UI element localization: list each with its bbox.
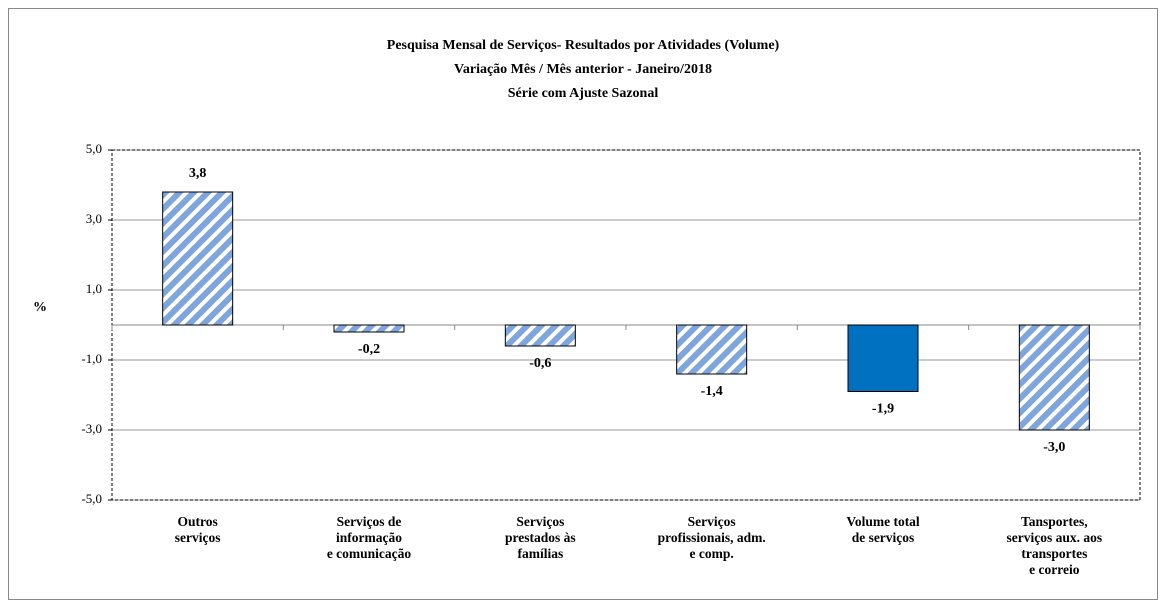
data-label: 3,8 xyxy=(189,166,207,181)
data-label: -0,6 xyxy=(529,356,551,371)
data-label: -1,4 xyxy=(701,384,723,399)
chart-title: Variação Mês / Mês anterior - Janeiro/20… xyxy=(454,62,712,77)
y-tick-label: -3,0 xyxy=(81,421,102,436)
data-label: -0,2 xyxy=(358,342,380,357)
data-label: -1,9 xyxy=(872,402,894,417)
bar xyxy=(676,324,748,375)
chart-title: Série com Ajuste Sazonal xyxy=(508,86,659,101)
bar xyxy=(847,324,919,392)
bar xyxy=(504,324,576,347)
x-tick-label: Volume total de serviços xyxy=(846,514,920,545)
bar xyxy=(1018,324,1090,431)
y-tick-label: -1,0 xyxy=(81,351,102,366)
y-tick-label: -5,0 xyxy=(81,491,102,506)
bar xyxy=(333,324,405,333)
y-tick-label: 3,0 xyxy=(86,211,102,226)
y-tick-label: 5,0 xyxy=(86,141,102,156)
y-axis-label: % xyxy=(33,300,47,315)
x-tick-label: Outros serviços xyxy=(174,514,221,545)
x-tick-label: Serviços profissionais, adm. e comp. xyxy=(657,514,766,561)
x-tick-label: Tansportes, serviços aux. aos transporte… xyxy=(1006,514,1103,577)
y-tick-label: 1,0 xyxy=(86,281,102,296)
data-label: -3,0 xyxy=(1043,440,1065,455)
x-tick-label: Serviços de informação e comunicação xyxy=(326,514,412,561)
chart-frame xyxy=(8,8,1158,600)
x-tick-label: Serviços prestados às famílias xyxy=(505,514,576,561)
chart-title: Pesquisa Mensal de Serviços- Resultados … xyxy=(387,38,780,53)
bar xyxy=(162,191,234,326)
